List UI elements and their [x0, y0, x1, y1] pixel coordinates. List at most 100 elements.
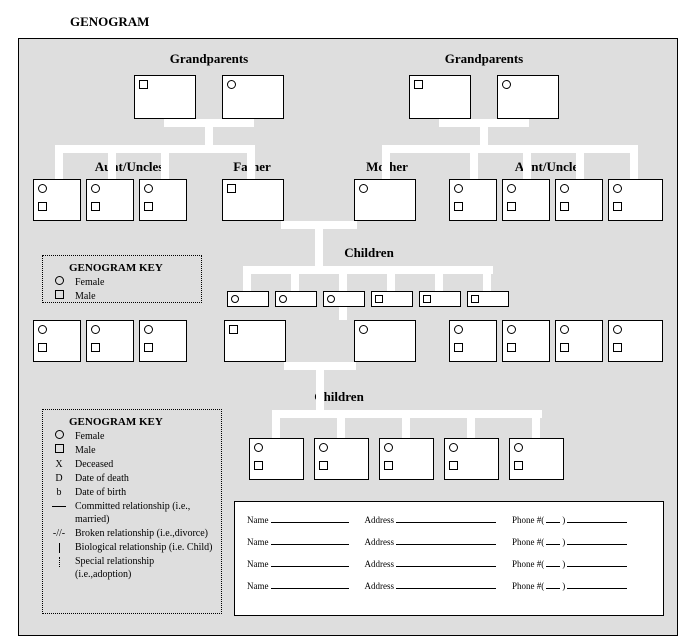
name-field[interactable]: Name	[247, 578, 349, 591]
key-title: GENOGRAM KEY	[51, 416, 213, 428]
connector	[532, 410, 540, 438]
male-icon	[454, 343, 463, 352]
key-text: Male	[75, 444, 96, 457]
contact-form-panel: Name Address Phone #() Name Address Phone #()…	[234, 501, 664, 616]
key-text: Broken relationship (i.e.,divorce)	[75, 527, 208, 540]
male-icon	[38, 343, 47, 352]
gen3-box	[86, 320, 134, 362]
gen3-box	[608, 320, 663, 362]
connector	[470, 145, 478, 179]
key-row: Committed relationship (i.e., married)	[51, 500, 213, 526]
child-box	[509, 438, 564, 480]
connector	[316, 362, 324, 412]
label-grandparents-left: Grandparents	[149, 51, 269, 67]
address-field[interactable]: Address	[365, 512, 497, 525]
name-field[interactable]: Name	[247, 534, 349, 547]
label-children-2: Children	[289, 389, 389, 405]
dotted-line-icon	[51, 555, 67, 568]
phone-field[interactable]: Phone #()	[512, 512, 627, 525]
child-small-box	[323, 291, 365, 307]
phone-field[interactable]: Phone #()	[512, 578, 627, 591]
female-icon	[613, 325, 622, 334]
broken-line-icon: -//-	[51, 527, 67, 540]
female-icon	[613, 184, 622, 193]
grandparent-box	[134, 75, 196, 119]
male-icon	[613, 202, 622, 211]
key-text: Deceased	[75, 458, 113, 471]
page-title: GENOGRAM	[18, 10, 682, 38]
female-icon	[279, 295, 287, 303]
gen3-box	[354, 320, 416, 362]
gen3-box	[224, 320, 286, 362]
genogram-key-small: GENOGRAM KEY FemaleMale	[42, 255, 202, 303]
gen3-box	[33, 320, 81, 362]
connector	[576, 145, 584, 179]
male-icon	[384, 461, 393, 470]
male-icon	[414, 80, 423, 89]
gen3-box	[139, 320, 187, 362]
genogram-canvas: Grandparents Grandparents Aunt/Uncles Fa…	[18, 38, 678, 636]
female-icon	[449, 443, 458, 452]
female-icon	[384, 443, 393, 452]
key-title: GENOGRAM KEY	[51, 262, 193, 274]
key-row: Female	[51, 430, 213, 443]
connector	[483, 266, 491, 291]
genogram-key-large: GENOGRAM KEY FemaleMaleXDeceasedDDate of…	[42, 409, 222, 614]
gen2-box	[33, 179, 81, 221]
male-icon	[471, 295, 479, 303]
name-field[interactable]: Name	[247, 556, 349, 569]
key-text: Committed relationship (i.e., married)	[75, 500, 213, 526]
male-icon	[507, 343, 516, 352]
address-field[interactable]: Address	[365, 534, 497, 547]
grandparent-box	[497, 75, 559, 119]
address-field[interactable]: Address	[365, 556, 497, 569]
female-icon	[454, 325, 463, 334]
connector	[382, 145, 390, 179]
male-icon	[91, 202, 100, 211]
male-icon	[514, 461, 523, 470]
gen2-box	[222, 179, 284, 221]
female-icon	[359, 184, 368, 193]
line-icon	[51, 500, 67, 513]
key-row: Biological relationship (i.e. Child)	[51, 541, 213, 554]
male-icon	[454, 202, 463, 211]
gen2-box	[354, 179, 416, 221]
phone-field[interactable]: Phone #()	[512, 556, 627, 569]
female-icon	[231, 295, 239, 303]
key-symbol: D	[51, 472, 67, 485]
address-field[interactable]: Address	[365, 578, 497, 591]
key-symbol: b	[51, 486, 67, 499]
child-small-box	[419, 291, 461, 307]
connector	[55, 145, 63, 179]
female-icon	[454, 184, 463, 193]
female-icon	[254, 443, 263, 452]
key-text: Biological relationship (i.e. Child)	[75, 541, 212, 554]
male-icon	[91, 343, 100, 352]
female-icon	[560, 325, 569, 334]
connector	[315, 221, 323, 271]
female-icon	[227, 80, 236, 89]
connector	[339, 266, 347, 291]
male-icon	[139, 80, 148, 89]
key-row: Male	[51, 290, 193, 303]
male-icon	[375, 295, 383, 303]
connector	[382, 145, 638, 153]
gen2-box	[86, 179, 134, 221]
gen2-box	[608, 179, 663, 221]
grandparent-box	[409, 75, 471, 119]
female-icon	[560, 184, 569, 193]
gen3-box	[555, 320, 603, 362]
connector	[243, 266, 251, 291]
child-small-box	[275, 291, 317, 307]
child-small-box	[467, 291, 509, 307]
gen3-box	[502, 320, 550, 362]
key-symbol: X	[51, 458, 67, 471]
phone-field[interactable]: Phone #()	[512, 534, 627, 547]
male-icon	[144, 202, 153, 211]
male-icon	[507, 202, 516, 211]
connector	[291, 266, 299, 291]
name-field[interactable]: Name	[247, 512, 349, 525]
male-icon	[423, 295, 431, 303]
female-icon	[91, 184, 100, 193]
child-box	[444, 438, 499, 480]
